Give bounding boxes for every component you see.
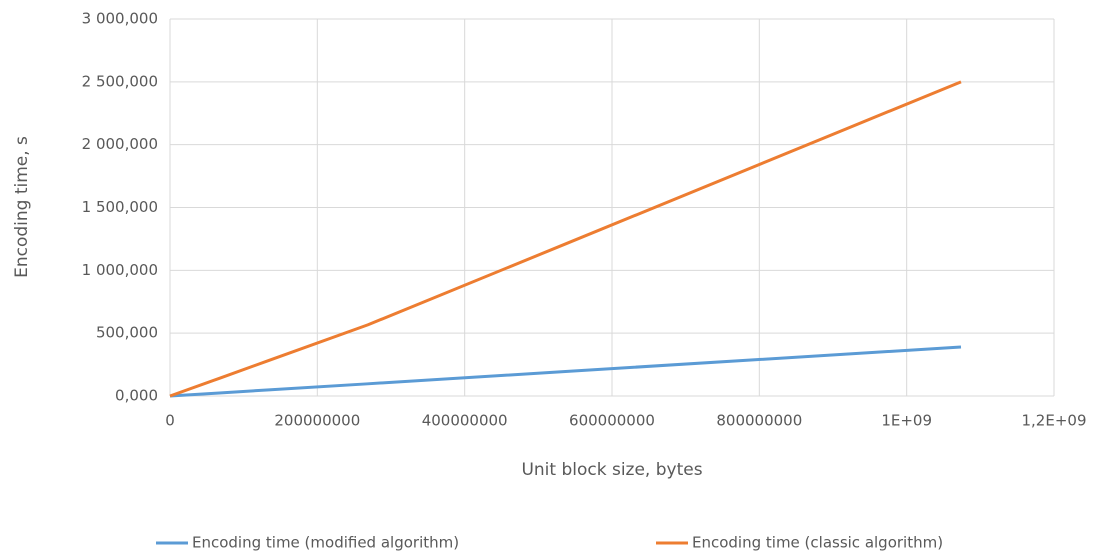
series-line [169, 80, 962, 398]
x-tick-label: 1,2E+09 [1022, 412, 1087, 430]
x-tick-label: 0 [165, 412, 175, 430]
x-tick-label: 200000000 [274, 412, 360, 430]
x-tick-label: 600000000 [569, 412, 655, 430]
y-tick-label: 0,000 [115, 387, 158, 405]
y-tick-label: 2 000,000 [82, 135, 158, 153]
x-tick-label: 1E+09 [881, 412, 932, 430]
x-axis-title: Unit block size, bytes [521, 460, 702, 480]
y-tick-label: 500,000 [96, 324, 158, 342]
x-tick-label: 400000000 [422, 412, 508, 430]
y-tick-label: 1 000,000 [82, 261, 158, 279]
y-tick-label: 1 500,000 [82, 198, 158, 216]
y-tick-label: 2 500,000 [82, 72, 158, 90]
y-axis-title: Encoding time, s [12, 136, 32, 278]
series-line [169, 345, 962, 398]
legend-label: Encoding time (classic algorithm) [692, 534, 943, 552]
legend-label: Encoding time (modified algorithm) [192, 534, 459, 552]
x-tick-label: 800000000 [716, 412, 802, 430]
y-tick-label: 3 000,000 [82, 10, 158, 28]
